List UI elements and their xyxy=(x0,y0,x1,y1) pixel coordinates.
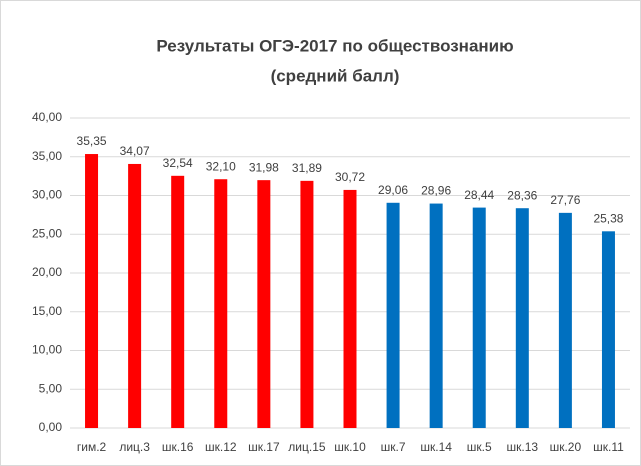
bar xyxy=(472,207,486,428)
y-tick-label: 35,00 xyxy=(32,149,62,163)
x-tick-label: шк.10 xyxy=(334,440,366,454)
x-tick-label: шк.5 xyxy=(467,440,492,454)
y-tick-label: 15,00 xyxy=(32,304,62,318)
x-tick-label: лиц.3 xyxy=(119,440,150,454)
x-tick-label: шк.20 xyxy=(550,440,582,454)
y-tick-label: 20,00 xyxy=(32,265,62,279)
value-label: 34,07 xyxy=(120,144,150,158)
x-tick-label: шк.17 xyxy=(248,440,280,454)
bar xyxy=(128,163,142,428)
value-label: 35,35 xyxy=(77,134,107,148)
bar xyxy=(515,208,529,428)
bar xyxy=(214,179,228,428)
y-tick-label: 40,00 xyxy=(32,110,62,124)
value-label: 31,98 xyxy=(249,160,279,174)
value-label: 31,89 xyxy=(292,161,322,175)
value-label: 25,38 xyxy=(593,211,623,225)
value-label: 28,36 xyxy=(507,188,537,202)
bar xyxy=(558,212,572,428)
chart-subtitle: (средний балл) xyxy=(271,66,400,85)
x-tick-label: шк.13 xyxy=(507,440,539,454)
y-tick-label: 25,00 xyxy=(32,226,62,240)
value-label: 29,06 xyxy=(378,183,408,197)
bar xyxy=(386,202,400,428)
bar xyxy=(343,189,357,428)
x-tick-label: шк.11 xyxy=(593,440,624,454)
value-label: 27,76 xyxy=(550,193,580,207)
y-tick-label: 10,00 xyxy=(32,343,62,357)
value-label: 30,72 xyxy=(335,170,365,184)
x-tick-label: шк.7 xyxy=(381,440,406,454)
bar xyxy=(300,180,314,428)
bar xyxy=(257,180,271,428)
y-tick-label: 30,00 xyxy=(32,188,62,202)
y-tick-label: 5,00 xyxy=(39,381,63,395)
chart-title: Результаты ОГЭ-2017 по обществознанию xyxy=(156,36,513,55)
x-tick-label: лиц.15 xyxy=(288,440,326,454)
bar xyxy=(601,231,615,428)
x-tick-label: гим.2 xyxy=(77,440,107,454)
value-label: 28,96 xyxy=(421,184,451,198)
x-tick-label: шк.16 xyxy=(162,440,194,454)
value-label: 28,44 xyxy=(464,188,494,202)
x-tick-label: шк.14 xyxy=(420,440,452,454)
bar xyxy=(85,154,99,428)
bar xyxy=(171,175,185,428)
value-label: 32,10 xyxy=(206,159,236,173)
x-tick-label: шк.12 xyxy=(205,440,237,454)
value-label: 32,54 xyxy=(163,156,193,170)
y-tick-label: 0,00 xyxy=(39,420,63,434)
bar xyxy=(429,203,443,428)
